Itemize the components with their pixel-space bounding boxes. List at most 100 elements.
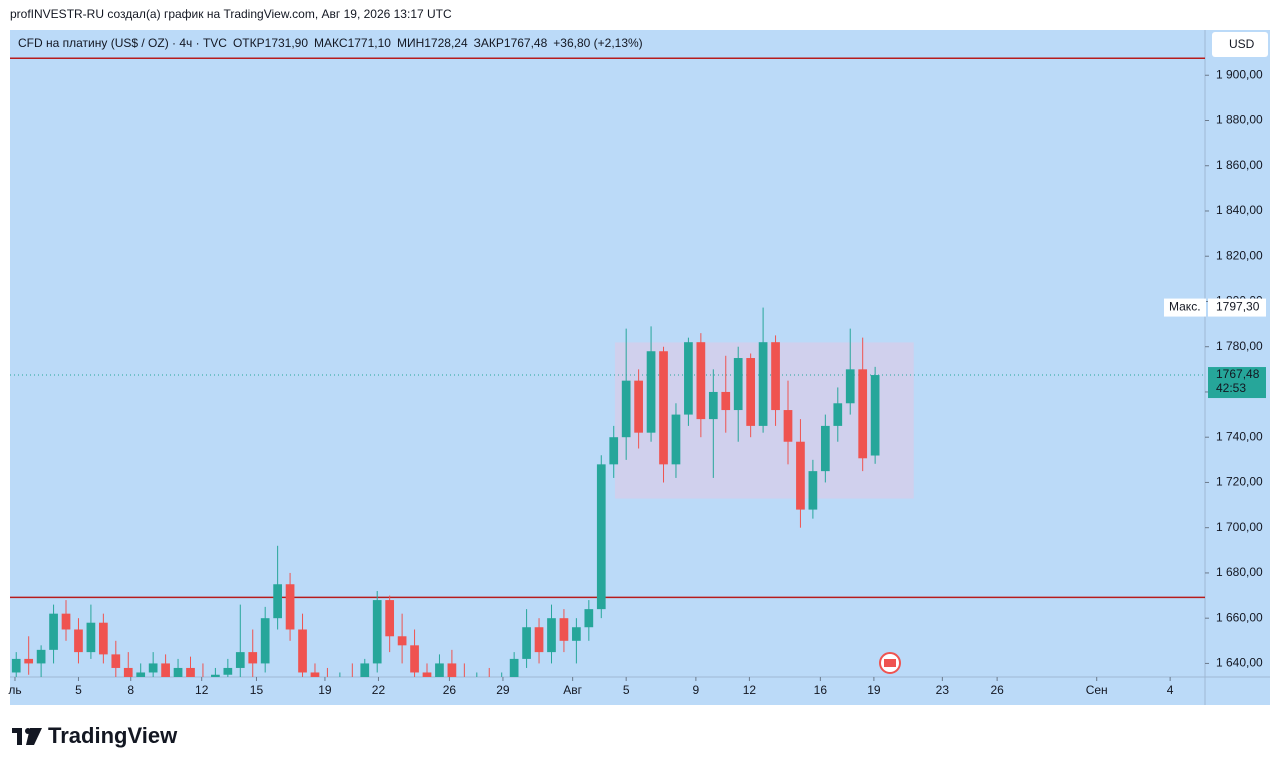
y-tick-label: 1 820,00 bbox=[1216, 248, 1263, 262]
legend-text: ЗАКР bbox=[474, 36, 504, 50]
candle-body bbox=[671, 414, 681, 465]
candle-body bbox=[534, 627, 544, 653]
x-tick-label: ль bbox=[8, 683, 21, 697]
y-tick-label: 1 860,00 bbox=[1216, 158, 1263, 172]
candle-body bbox=[372, 600, 382, 664]
x-tick-label: 9 bbox=[693, 683, 700, 697]
last-price-tag bbox=[1208, 367, 1266, 399]
currency: USD bbox=[1229, 37, 1255, 51]
y-tick-label: 1 880,00 bbox=[1216, 113, 1263, 127]
brand: TradingView bbox=[48, 723, 178, 748]
legend-text: CFD на платину (US$ / OZ) · 4ч · TVC bbox=[18, 36, 227, 50]
candle-body bbox=[385, 600, 395, 637]
y-tick-label: 1 740,00 bbox=[1216, 429, 1263, 443]
candle-body bbox=[86, 622, 96, 653]
candle-body bbox=[136, 672, 146, 677]
candle-body bbox=[410, 645, 419, 673]
x-tick-label: 5 bbox=[75, 683, 82, 697]
candle-body bbox=[870, 375, 880, 456]
legend-text: 1767,48 bbox=[504, 36, 548, 50]
time-axis bbox=[10, 677, 1205, 705]
candle-body bbox=[435, 663, 444, 677]
candle-body bbox=[123, 667, 133, 677]
x-tick-label: 26 bbox=[443, 683, 457, 697]
x-tick-label: 22 bbox=[372, 683, 386, 697]
x-tick-label: 26 bbox=[990, 683, 1004, 697]
currency-button[interactable] bbox=[1212, 32, 1268, 57]
candle-body bbox=[596, 464, 606, 610]
x-tick-label: 12 bbox=[195, 683, 209, 697]
candle-body bbox=[783, 410, 793, 442]
y-tick-label: 1 900,00 bbox=[1216, 67, 1263, 81]
candle-body bbox=[833, 403, 843, 426]
candle-body bbox=[696, 342, 706, 420]
x-tick-label: 15 bbox=[250, 683, 264, 697]
max-tag-bg bbox=[1164, 298, 1206, 317]
y-tick-label: 1 840,00 bbox=[1216, 203, 1263, 217]
candle-body bbox=[634, 380, 643, 433]
candle-body bbox=[186, 667, 195, 677]
x-tick-label: 12 bbox=[743, 683, 757, 697]
candle-body bbox=[746, 358, 756, 426]
candle-body bbox=[36, 649, 46, 664]
candle-body bbox=[522, 627, 531, 659]
candle-body bbox=[621, 380, 631, 438]
candle-body bbox=[721, 391, 731, 411]
candle-body bbox=[733, 358, 743, 411]
candle-body bbox=[820, 425, 830, 472]
candle-body bbox=[211, 674, 220, 677]
candle-body bbox=[422, 672, 432, 677]
countdown: 42:53 bbox=[1216, 381, 1246, 395]
candle-body bbox=[161, 663, 170, 677]
candle-body bbox=[298, 629, 307, 673]
candle-body bbox=[509, 658, 519, 677]
candle-body bbox=[49, 613, 58, 650]
y-tick-label: 1 700,00 bbox=[1216, 520, 1263, 534]
candle-body bbox=[235, 652, 245, 668]
last-price-label: 1767,48 bbox=[1216, 367, 1260, 381]
event-flag-icon bbox=[884, 659, 896, 667]
candle-body bbox=[547, 618, 556, 653]
candle-body bbox=[310, 672, 320, 677]
x-tick-label: 19 bbox=[318, 683, 332, 697]
max-title: Макс. bbox=[1169, 300, 1201, 314]
candle-body bbox=[285, 584, 295, 630]
y-tick-label: 1 640,00 bbox=[1216, 656, 1263, 670]
plot-area bbox=[10, 30, 1205, 677]
attribution: profINVESTR-RU создал(а) график на Tradi… bbox=[10, 7, 452, 21]
candle-body bbox=[111, 654, 121, 668]
x-tick-label: 16 bbox=[814, 683, 828, 697]
x-tick-label: 23 bbox=[936, 683, 950, 697]
x-tick-label: 5 bbox=[623, 683, 630, 697]
candle-body bbox=[771, 342, 780, 411]
legend-text: 1731,90 bbox=[265, 36, 309, 50]
candle-body bbox=[24, 658, 34, 664]
candle-body bbox=[447, 663, 457, 677]
candle-body bbox=[360, 663, 370, 677]
candle-body bbox=[845, 369, 855, 404]
logo bbox=[12, 728, 42, 745]
candle-body bbox=[173, 667, 183, 677]
candle-body bbox=[796, 441, 805, 510]
max-label: 1797,30 bbox=[1216, 300, 1260, 314]
x-tick-label: Сен bbox=[1086, 683, 1108, 697]
plot bbox=[10, 57, 1205, 677]
candle-body bbox=[609, 437, 619, 465]
candle-body bbox=[273, 584, 282, 619]
y-tick-label: 1 660,00 bbox=[1216, 610, 1263, 624]
y-tick-label: 1 680,00 bbox=[1216, 565, 1263, 579]
candle-body bbox=[572, 627, 581, 641]
candle-body bbox=[646, 351, 656, 433]
x-tick-label: 4 bbox=[1167, 683, 1174, 697]
legend-text: ОТКР bbox=[233, 36, 265, 50]
legend-text: МАКС bbox=[314, 36, 348, 50]
x-tick-label: Авг bbox=[563, 683, 582, 697]
max-tag bbox=[1208, 298, 1266, 317]
candle-body bbox=[99, 622, 108, 655]
y-tick-label: 1 720,00 bbox=[1216, 475, 1263, 489]
legend-text: +36,80 (+2,13%) bbox=[553, 36, 642, 50]
candle-body bbox=[223, 667, 233, 675]
x-tick-label: 29 bbox=[496, 683, 510, 697]
candle-body bbox=[260, 618, 270, 664]
y-tick-label: 1 780,00 bbox=[1216, 339, 1263, 353]
